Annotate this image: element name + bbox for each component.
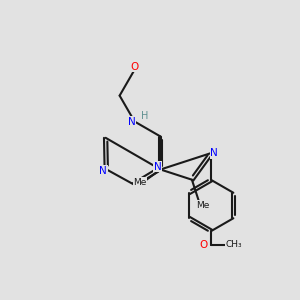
Text: N: N [210, 148, 218, 158]
Text: H: H [141, 110, 149, 121]
Text: Me: Me [196, 201, 210, 210]
Text: N: N [128, 116, 136, 127]
Text: Me: Me [134, 178, 147, 187]
Text: N: N [154, 162, 162, 172]
Text: O: O [130, 62, 139, 72]
Text: N: N [99, 166, 107, 176]
Text: CH₃: CH₃ [226, 240, 242, 249]
Text: O: O [200, 239, 208, 250]
